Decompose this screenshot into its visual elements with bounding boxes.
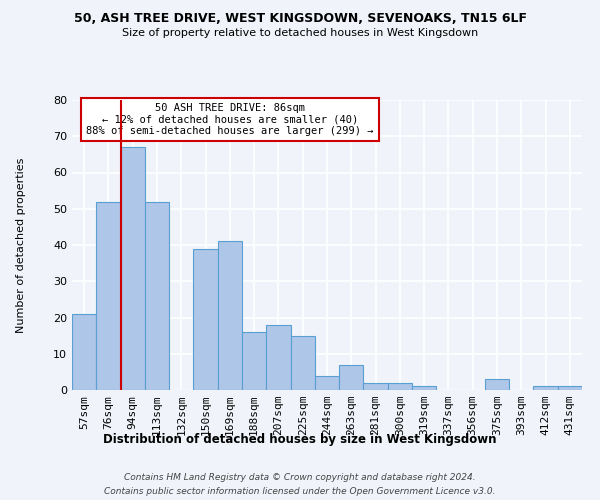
Text: Contains public sector information licensed under the Open Government Licence v3: Contains public sector information licen…	[104, 488, 496, 496]
Text: Contains HM Land Registry data © Crown copyright and database right 2024.: Contains HM Land Registry data © Crown c…	[124, 472, 476, 482]
Y-axis label: Number of detached properties: Number of detached properties	[16, 158, 26, 332]
Bar	[388, 383, 412, 390]
Text: 50, ASH TREE DRIVE, WEST KINGSDOWN, SEVENOAKS, TN15 6LF: 50, ASH TREE DRIVE, WEST KINGSDOWN, SEVE…	[74, 12, 527, 26]
Bar	[315, 376, 339, 390]
Bar	[72, 314, 96, 390]
Text: Size of property relative to detached houses in West Kingsdown: Size of property relative to detached ho…	[122, 28, 478, 38]
Bar	[218, 242, 242, 390]
Bar	[193, 248, 218, 390]
Bar	[290, 336, 315, 390]
Bar	[412, 386, 436, 390]
Bar	[533, 386, 558, 390]
Bar	[242, 332, 266, 390]
Bar	[485, 379, 509, 390]
Bar	[558, 386, 582, 390]
Bar	[339, 364, 364, 390]
Bar	[145, 202, 169, 390]
Text: Distribution of detached houses by size in West Kingsdown: Distribution of detached houses by size …	[103, 432, 497, 446]
Bar	[266, 325, 290, 390]
Bar	[364, 383, 388, 390]
Bar	[96, 202, 121, 390]
Bar	[121, 147, 145, 390]
Text: 50 ASH TREE DRIVE: 86sqm
← 12% of detached houses are smaller (40)
88% of semi-d: 50 ASH TREE DRIVE: 86sqm ← 12% of detach…	[86, 103, 374, 136]
